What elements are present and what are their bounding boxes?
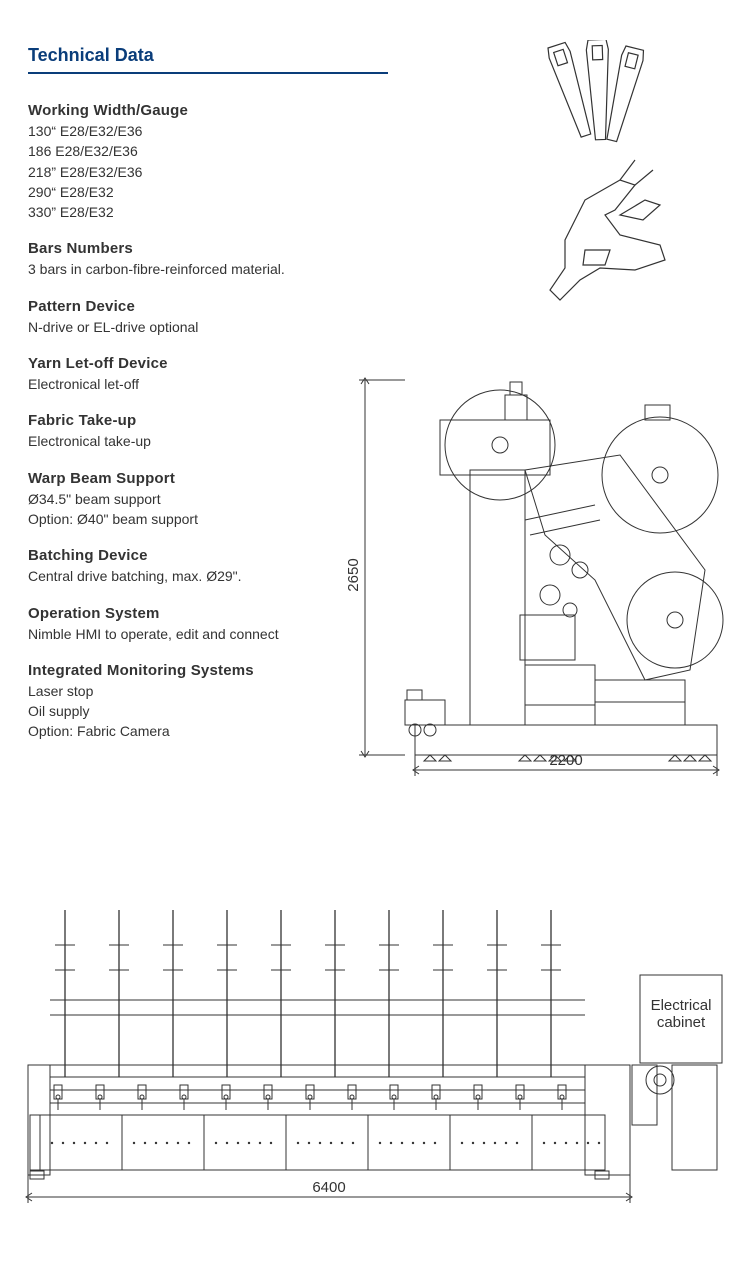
spec-heading: Warp Beam Support: [28, 470, 368, 487]
spec-line: 218” E28/E32/E36: [28, 162, 368, 182]
spec-pattern: Pattern Device N-drive or EL-drive optio…: [28, 298, 368, 337]
spec-operation: Operation System Nimble HMI to operate, …: [28, 605, 368, 644]
spec-heading: Yarn Let-off Device: [28, 355, 368, 372]
front-elevation-diagram: 6400 Electrical cabinet: [20, 905, 730, 1210]
spec-heading: Fabric Take-up: [28, 412, 368, 429]
spec-line: Electronical take-up: [28, 431, 368, 451]
title-rule: [28, 72, 388, 74]
spec-bars: Bars Numbers 3 bars in carbon-fibre-rein…: [28, 240, 368, 279]
spec-heading: Operation System: [28, 605, 368, 622]
spec-heading: Batching Device: [28, 547, 368, 564]
dim-height-label: 2650: [345, 558, 362, 591]
spec-warp: Warp Beam Support Ø34.5" beam support Op…: [28, 470, 368, 530]
spec-line: 330” E28/E32: [28, 202, 368, 222]
spec-working-width: Working Width/Gauge 130“ E28/E32/E36 186…: [28, 102, 368, 222]
spec-heading: Integrated Monitoring Systems: [28, 662, 368, 679]
spec-heading: Pattern Device: [28, 298, 368, 315]
spec-line: 186 E28/E32/E36: [28, 141, 368, 161]
spec-line: Central drive batching, max. Ø29".: [28, 566, 368, 586]
spec-heading: Working Width/Gauge: [28, 102, 368, 119]
spec-fabric: Fabric Take-up Electronical take-up: [28, 412, 368, 451]
spec-line: 290“ E28/E32: [28, 182, 368, 202]
spec-line: Electronical let-off: [28, 374, 368, 394]
dim-length-label: 6400: [312, 1179, 345, 1196]
spec-monitoring: Integrated Monitoring Systems Laser stop…: [28, 662, 368, 742]
spec-line: Option: Ø40" beam support: [28, 509, 368, 529]
spec-line: Ø34.5" beam support: [28, 489, 368, 509]
spec-line: Oil supply: [28, 701, 368, 721]
side-elevation-diagram: 2650 2200: [345, 360, 725, 780]
spec-heading: Bars Numbers: [28, 240, 368, 257]
spec-line: N-drive or EL-drive optional: [28, 317, 368, 337]
spec-line: 130“ E28/E32/E36: [28, 121, 368, 141]
spec-line: 3 bars in carbon-fibre-reinforced materi…: [28, 259, 368, 279]
spec-yarn: Yarn Let-off Device Electronical let-off: [28, 355, 368, 394]
spec-line: Nimble HMI to operate, edit and connect: [28, 624, 368, 644]
needle-elements-diagram: [530, 40, 695, 320]
spec-batching: Batching Device Central drive batching, …: [28, 547, 368, 586]
cabinet-label-line1: Electrical: [651, 997, 712, 1014]
spec-line: Laser stop: [28, 681, 368, 701]
cabinet-label-line2: cabinet: [657, 1014, 706, 1031]
spec-line: Option: Fabric Camera: [28, 721, 368, 741]
specs-column: Working Width/Gauge 130“ E28/E32/E36 186…: [28, 102, 368, 742]
